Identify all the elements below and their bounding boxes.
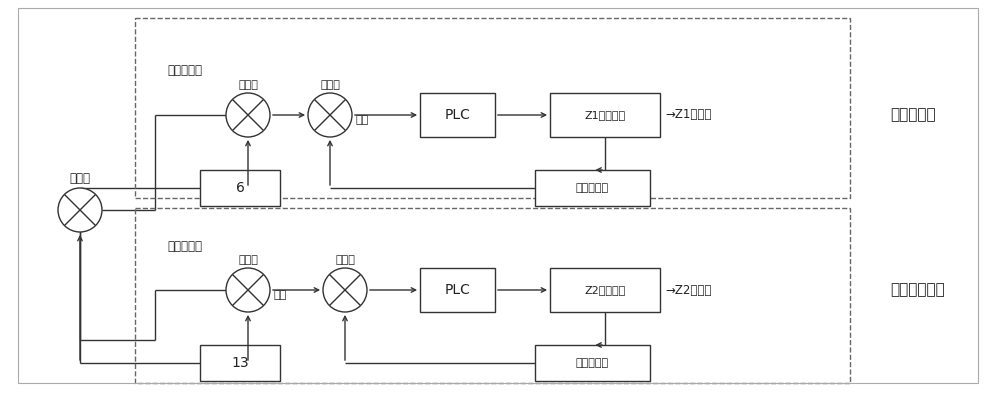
Bar <box>420 268 495 312</box>
Text: 修正: 修正 <box>356 115 369 125</box>
Text: PLC: PLC <box>445 108 470 122</box>
Bar <box>200 170 280 206</box>
Text: 第二光栅尺: 第二光栅尺 <box>576 358 609 368</box>
Text: →Z2轴位置: →Z2轴位置 <box>665 284 711 297</box>
Text: 比较器: 比较器 <box>238 255 258 265</box>
Bar <box>535 345 650 381</box>
Text: 第一光栅尺: 第一光栅尺 <box>576 183 609 193</box>
Text: 设定加工量: 设定加工量 <box>168 64 202 77</box>
Text: Z2直线电机: Z2直线电机 <box>584 285 626 295</box>
Text: 13: 13 <box>231 356 249 370</box>
Circle shape <box>323 268 367 312</box>
Text: 设定加工量: 设定加工量 <box>168 239 202 252</box>
Text: 比较器: 比较器 <box>335 255 355 265</box>
Bar <box>550 93 660 137</box>
Text: 修正: 修正 <box>274 290 287 300</box>
Text: →Z1轴位置: →Z1轴位置 <box>665 109 711 122</box>
Circle shape <box>226 93 270 137</box>
Text: 超声振动加工: 超声振动加工 <box>890 282 945 297</box>
Text: Z1直线电机: Z1直线电机 <box>584 110 626 120</box>
Text: 比较器: 比较器 <box>70 171 90 184</box>
Circle shape <box>58 188 102 232</box>
Bar <box>135 208 850 383</box>
Circle shape <box>226 268 270 312</box>
Text: 比较器: 比较器 <box>320 80 340 90</box>
Text: 电火花加工: 电火花加工 <box>890 107 936 122</box>
Circle shape <box>308 93 352 137</box>
Bar <box>535 170 650 206</box>
Text: 比较器: 比较器 <box>238 80 258 90</box>
Bar <box>135 18 850 198</box>
Text: PLC: PLC <box>445 283 470 297</box>
Bar <box>420 93 495 137</box>
Text: 6: 6 <box>236 181 244 195</box>
Bar <box>200 345 280 381</box>
Bar <box>550 268 660 312</box>
